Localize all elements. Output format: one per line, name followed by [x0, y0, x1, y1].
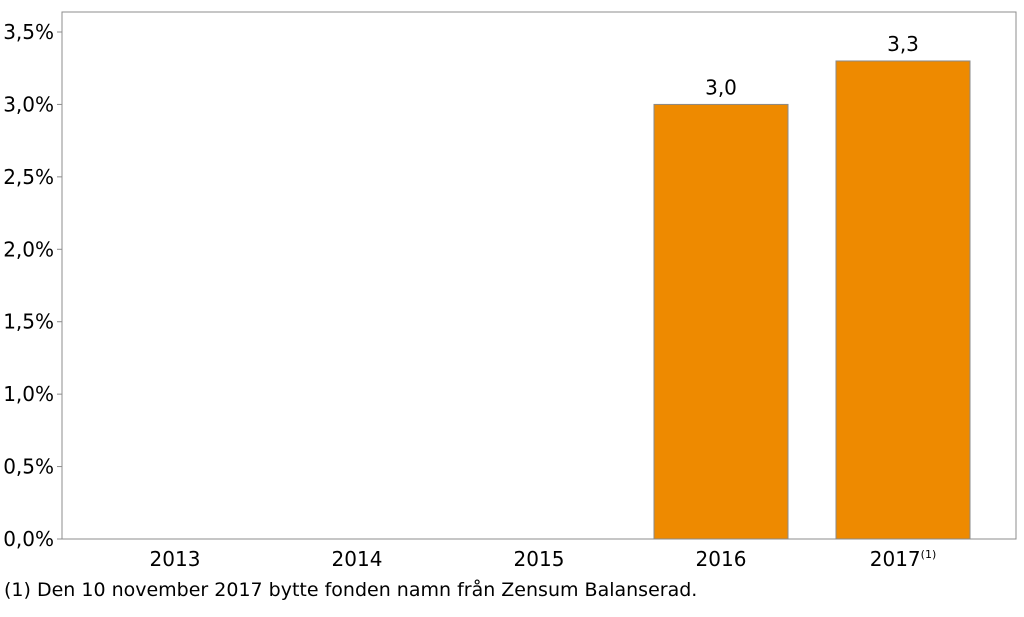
x-tick-label-2013: 2013 [150, 547, 201, 571]
bars: 3,0 3,3 [653, 32, 971, 540]
footnote: (1) Den 10 november 2017 bytte fonden na… [4, 579, 698, 601]
data-label-2016: 3,0 [705, 75, 737, 99]
y-tick-label: 1,5% [3, 310, 54, 334]
y-axis: 0,0% 0,5% 1,0% 1,5% 2,0% 2,5% 3,0% 3,5% [3, 20, 1016, 551]
data-label-2017: 3,3 [887, 32, 919, 56]
bar-2016 [653, 103, 789, 540]
y-tick-label: 3,5% [3, 20, 54, 44]
y-tick-label: 2,0% [3, 237, 54, 261]
x-axis: 2013 2014 2015 2016 2017(1) [150, 547, 937, 571]
x-tick-label-2015: 2015 [514, 547, 565, 571]
x-tick-label-2014: 2014 [332, 547, 383, 571]
y-tick-label: 1,0% [3, 382, 54, 406]
y-tick-label: 2,5% [3, 165, 54, 189]
y-tick-label: 0,5% [3, 455, 54, 479]
bar-2017 [835, 60, 971, 540]
y-tick-label: 0,0% [3, 527, 54, 551]
x-tick-label-2016: 2016 [696, 547, 747, 571]
y-tick-label: 3,0% [3, 92, 54, 116]
x-tick-label-2017: 2017(1) [870, 547, 937, 571]
